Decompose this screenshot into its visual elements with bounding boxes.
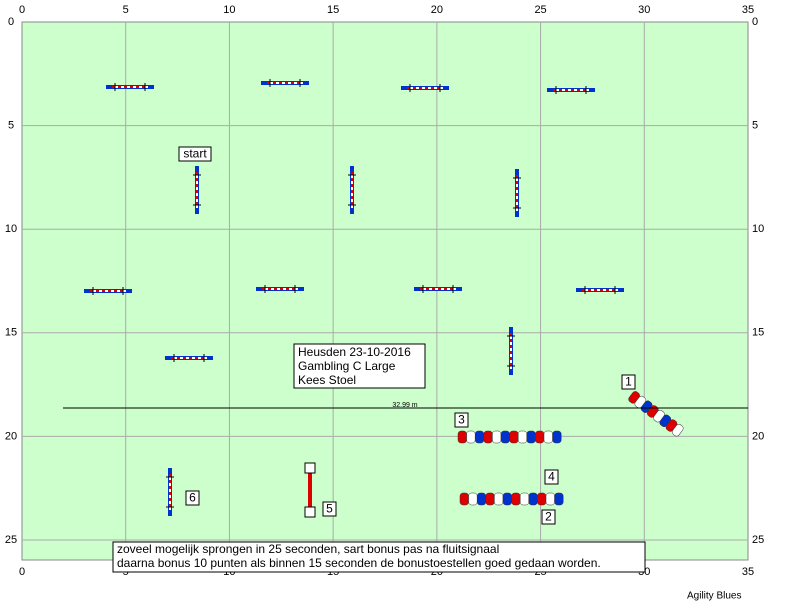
tunnel-segment [671,424,684,437]
tunnel-segment [492,430,502,444]
x-tick-label: 35 [742,566,754,578]
x-tick-label: 25 [534,4,546,16]
info-line: Gambling C Large [298,359,396,373]
tunnel-segment [466,430,476,444]
label: 6 [189,491,196,505]
tunnel-segment [459,492,469,506]
info-line: Kees Stoel [298,373,356,387]
tunnel-segment [511,492,521,506]
tunnel-segment [535,430,545,444]
y-tick-label: 20 [5,430,17,442]
x-tick-label: 35 [742,4,754,16]
x-tick-label: 0 [19,566,25,578]
y-tick-label: 0 [8,16,14,28]
note-line: zoveel mogelijk sprongen in 25 seconden,… [117,542,499,556]
tunnel-segment [468,492,478,506]
label: start [183,147,207,161]
note-box: zoveel mogelijk sprongen in 25 seconden,… [112,541,646,573]
tunnel-segment [517,430,528,444]
tunnel [457,430,562,444]
tunnel-segment [476,492,487,506]
label-box [541,509,556,525]
tunnel [628,391,684,437]
info-box: Heusden 23-10-2016 Gambling C Large Kees… [293,343,426,389]
y-tick-label: 25 [752,534,764,546]
distance-label: 32.99 m [392,402,417,409]
tunnel-segment [457,430,467,444]
note-line: daarna bonus 10 punten als binnen 15 sec… [117,556,601,570]
x-tick-label: 5 [123,4,129,16]
tunnel-segment [502,492,512,506]
label-box [544,469,559,485]
tunnel-segment [494,492,504,506]
x-tick-label: 15 [327,4,339,16]
label: 1 [625,375,632,389]
label-box [621,374,636,390]
tunnel-segment [554,492,564,506]
label: 2 [545,510,552,524]
x-tick-label: 30 [638,4,650,16]
tunnel-segment [500,430,510,444]
y-tick-label: 20 [752,430,764,442]
tunnel-segment [537,492,547,506]
x-tick-label: 10 [223,4,235,16]
label-box [322,501,337,517]
label: 3 [458,413,465,427]
y-tick-label: 5 [8,120,14,132]
y-tick-label: 10 [752,223,764,235]
field [21,21,749,561]
info-line: Heusden 23-10-2016 [298,345,411,359]
x-tick-label: 20 [431,4,443,16]
tunnel-segment [509,430,519,444]
label-box [454,412,469,428]
tunnel-segment [483,430,493,444]
tunnel-segment [526,430,536,444]
label-box [178,146,212,162]
y-tick-label: 25 [5,534,17,546]
y-tick-label: 15 [752,327,764,339]
tunnel-segment [474,430,485,444]
tunnel-segment [545,492,555,506]
tunnel-segment [485,492,495,506]
label-box [185,490,200,506]
footer: Agility Blues [687,591,741,602]
label: 5 [326,502,333,516]
tire-post [304,462,316,474]
tunnel [459,492,564,506]
tire-post [304,506,316,518]
y-tick-label: 10 [5,223,17,235]
tunnel-segment [543,430,553,444]
y-tick-label: 0 [752,16,758,28]
tunnel-segment [519,492,530,506]
x-tick-label: 0 [19,4,25,16]
label: 4 [548,470,555,484]
y-tick-label: 15 [5,327,17,339]
tunnel-segment [528,492,538,506]
tunnel-segment [552,430,562,444]
y-tick-label: 5 [752,120,758,132]
